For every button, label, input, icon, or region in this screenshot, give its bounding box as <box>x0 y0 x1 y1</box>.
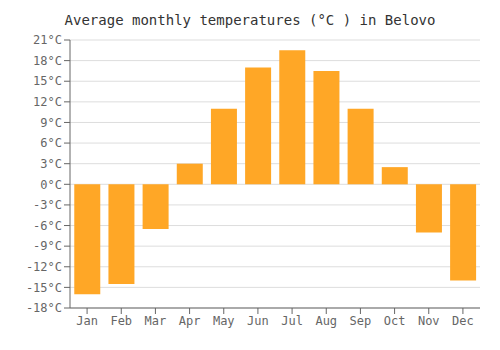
svg-text:Feb: Feb <box>110 314 132 328</box>
html-text:Average monthly temperatures (: Average monthly temperatures (°C ) in Be… <box>64 12 436 28</box>
svg-text:0°C: 0°C <box>40 178 62 192</box>
svg-text:18°C: 18°C <box>33 54 62 68</box>
svg-text:6°C: 6°C <box>40 136 62 150</box>
svg-text:May: May <box>213 314 235 328</box>
svg-text:-3°C: -3°C <box>33 198 62 212</box>
svg-text:3°C: 3°C <box>40 157 62 171</box>
svg-text:Sep: Sep <box>350 314 372 328</box>
svg-text:-6°C: -6°C <box>33 219 62 233</box>
svg-text:12°C: 12°C <box>33 95 62 109</box>
svg-text:Jul: Jul <box>281 314 303 328</box>
svg-text:Jan: Jan <box>76 314 98 328</box>
svg-text:Aug: Aug <box>315 314 337 328</box>
svg-text:-15°C: -15°C <box>26 281 62 295</box>
svg-text:-9°C: -9°C <box>33 239 62 253</box>
svg-text:Dec: Dec <box>452 314 474 328</box>
svg-text:Oct: Oct <box>384 314 406 328</box>
svg-text:Apr: Apr <box>179 314 201 328</box>
svg-text:Jun: Jun <box>247 314 269 328</box>
svg-text:-12°C: -12°C <box>26 260 62 274</box>
svg-text:-18°C: -18°C <box>26 301 62 315</box>
svg-text:15°C: 15°C <box>33 74 62 88</box>
svg-text:Mar: Mar <box>145 314 167 328</box>
svg-text:21°C: 21°C <box>33 33 62 47</box>
svg-text:Nov: Nov <box>418 314 440 328</box>
svg-text:9°C: 9°C <box>40 116 62 130</box>
